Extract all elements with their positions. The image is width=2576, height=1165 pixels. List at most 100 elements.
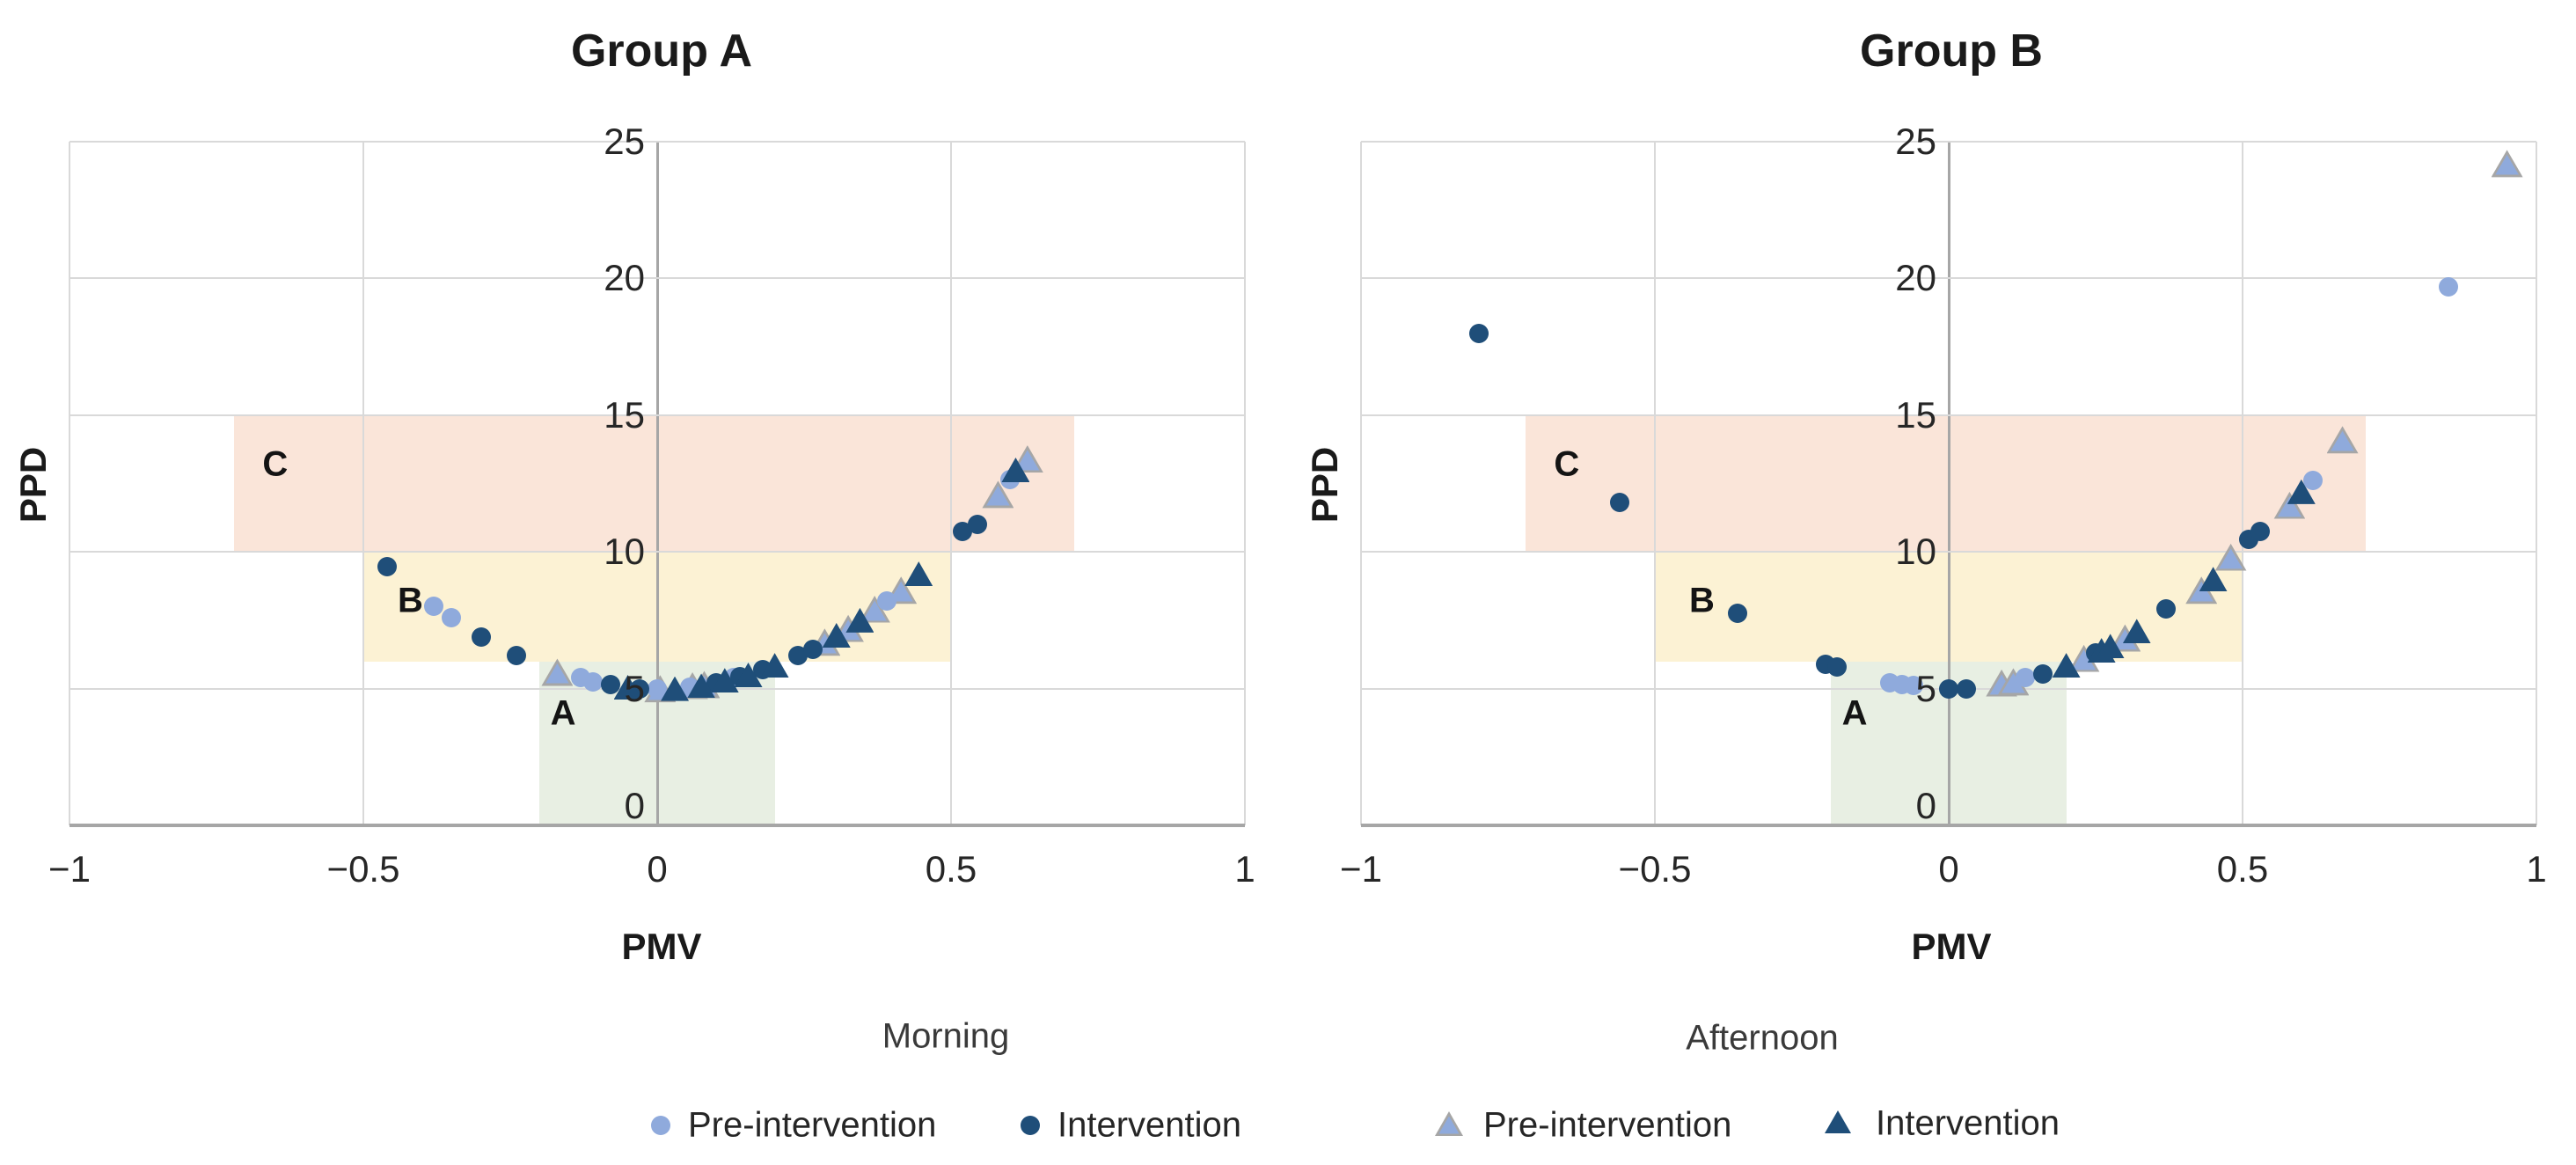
point-morning-intervention (1957, 678, 1977, 699)
vertical-gridline (2536, 142, 2537, 825)
y-tick-label: 10 (604, 531, 645, 573)
point-morning-pre-intervention (1903, 676, 1923, 696)
legend-group-morning-title: Morning (882, 1016, 1010, 1056)
point-morning-pre-intervention (2438, 276, 2458, 297)
comfort-zone-label-a: A (550, 693, 576, 733)
triangle-fill (2287, 479, 2316, 504)
x-tick-label: 0 (1938, 848, 1959, 890)
triangle-fill (845, 607, 875, 633)
point-afternoon-intervention (2052, 653, 2081, 678)
x-tick-label: 0 (647, 848, 668, 890)
x-axis-line (70, 824, 1245, 827)
legend-circle (1021, 1116, 1040, 1135)
point-morning-intervention (953, 521, 973, 541)
triangle-fill (2052, 653, 2081, 678)
point-afternoon-intervention (904, 561, 933, 587)
vertical-gridline (1360, 142, 1362, 825)
chart-b-title: Group B (1860, 26, 2043, 77)
legend-circle (651, 1116, 670, 1135)
y-tick-label: 25 (604, 121, 645, 162)
chart-a-title: Group A (570, 26, 753, 77)
point-afternoon-intervention (734, 663, 763, 688)
y-tick-label: 25 (1895, 121, 1936, 162)
legend-label-morning-pre: Pre-intervention (688, 1105, 937, 1145)
comfort-zone-label-c: C (262, 444, 289, 484)
point-afternoon-intervention (845, 607, 875, 633)
point-afternoon-intervention (822, 622, 851, 648)
chart-b-y-axis-title: PPD (1304, 446, 1345, 524)
point-morning-intervention (803, 639, 823, 659)
point-morning-intervention (2156, 599, 2177, 619)
legend-label-afternoon-pre: Pre-intervention (1483, 1105, 1732, 1145)
y-axis-line (1947, 142, 1950, 825)
point-morning-intervention (506, 646, 526, 666)
chart-a-y-axis-title: PPD (12, 446, 54, 524)
point-afternoon-intervention (687, 673, 716, 699)
y-tick-label: 0 (624, 785, 645, 826)
horizontal-gridline (70, 414, 1245, 416)
x-tick-label: −1 (1340, 848, 1382, 890)
x-tick-label: −0.5 (326, 848, 400, 890)
triangle-fill (1001, 457, 1030, 482)
y-tick-label: 15 (1895, 393, 1936, 436)
horizontal-gridline (1361, 551, 2536, 553)
point-afternoon-intervention (2096, 634, 2125, 659)
legend-label-afternoon-intervention: Intervention (1876, 1103, 2060, 1143)
chart-b-x-axis-title: PMV (1911, 926, 1992, 967)
horizontal-gridline (70, 141, 1245, 143)
point-afternoon-intervention (613, 675, 642, 700)
comfort-zone-label-a: A (1841, 693, 1868, 733)
triangle-fill (2122, 619, 2151, 644)
x-tick-label: 0.5 (2216, 848, 2269, 890)
comfort-zone-c (234, 414, 1075, 553)
point-afternoon-pre-intervention (2491, 150, 2523, 178)
point-afternoon-pre-intervention (2326, 426, 2359, 454)
y-tick-label: 5 (1915, 667, 1936, 709)
point-morning-intervention (2250, 521, 2271, 541)
y-tick-label: 15 (604, 393, 645, 436)
x-tick-label: 1 (2526, 848, 2547, 890)
vertical-gridline (950, 142, 952, 825)
x-axis-line (1361, 824, 2536, 827)
y-tick-label: 10 (1895, 531, 1936, 573)
point-morning-pre-intervention (876, 591, 896, 612)
triangle-fill (734, 663, 763, 688)
triangle-fill (760, 653, 789, 678)
triangle-fill (1825, 1110, 1851, 1133)
point-afternoon-intervention (661, 676, 690, 701)
point-morning-intervention (968, 515, 988, 535)
comfort-zone-c (1526, 414, 2367, 553)
vertical-gridline (2242, 142, 2243, 825)
point-afternoon-pre-intervention (2214, 543, 2247, 571)
point-morning-intervention (788, 646, 809, 666)
horizontal-gridline (1361, 141, 2536, 143)
horizontal-gridline (1361, 414, 2536, 416)
horizontal-gridline (70, 277, 1245, 280)
triangle-fill (661, 676, 690, 701)
point-afternoon-pre-intervention (541, 658, 574, 686)
triangle-fill (904, 561, 933, 587)
comfort-zone-label-b: B (1688, 581, 1715, 620)
point-afternoon-intervention (2287, 479, 2316, 504)
point-morning-pre-intervention (582, 671, 603, 692)
point-morning-pre-intervention (648, 678, 667, 699)
triangle-fill (2199, 567, 2228, 592)
point-morning-pre-intervention (2303, 471, 2324, 491)
x-tick-label: −0.5 (1618, 848, 1692, 890)
chart-a-x-axis-title: PMV (621, 926, 702, 967)
legend-triangle (1825, 1110, 1851, 1133)
point-afternoon-intervention (2122, 619, 2151, 644)
comfort-zone-label-c: C (1554, 444, 1580, 484)
point-morning-pre-intervention (442, 607, 462, 627)
point-morning-intervention (377, 557, 397, 577)
point-morning-intervention (1827, 656, 1848, 677)
vertical-gridline (362, 142, 364, 825)
point-morning-pre-intervention (424, 597, 444, 617)
vertical-gridline (1654, 142, 1656, 825)
point-afternoon-intervention (760, 653, 789, 678)
point-morning-intervention (471, 626, 491, 647)
point-morning-intervention (1727, 604, 1747, 624)
point-morning-intervention (2032, 663, 2053, 684)
x-tick-label: 0.5 (925, 848, 977, 890)
